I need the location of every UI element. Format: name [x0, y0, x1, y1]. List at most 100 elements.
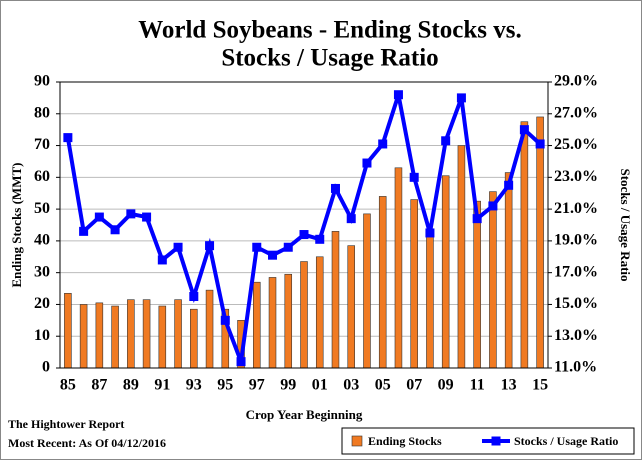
- x-tick-label: 07: [406, 377, 422, 394]
- x-tick-label: 99: [280, 377, 296, 394]
- bar: [127, 299, 135, 369]
- marker: [220, 315, 230, 325]
- marker: [173, 242, 183, 252]
- marker: [252, 242, 262, 252]
- bar: [284, 273, 293, 369]
- marker: [283, 242, 293, 252]
- y-tick-label: 80: [34, 104, 50, 121]
- y2-tick-label: 27.0%: [554, 104, 598, 121]
- y-axis-title: Ending Stocks (MMT): [9, 163, 24, 288]
- x-tick-label: 93: [186, 377, 202, 394]
- marker: [110, 225, 120, 235]
- bar: [457, 145, 466, 369]
- marker: [79, 226, 89, 236]
- marker: [535, 139, 545, 149]
- x-tick-label: 87: [91, 377, 107, 394]
- marker: [362, 158, 372, 168]
- y2-tick-label: 17.0%: [554, 263, 598, 280]
- y2-axis-title: Stocks / Usage Ratio: [618, 168, 633, 281]
- x-tick-label: 01: [312, 377, 328, 394]
- marker: [205, 241, 215, 251]
- y-tick-label: 70: [34, 136, 50, 153]
- chart-title: Stocks / Usage Ratio: [221, 45, 438, 72]
- plot-border: [59, 81, 549, 369]
- x-tick-label: 85: [60, 377, 76, 394]
- chart-title: World Soybeans - Ending Stocks vs.: [138, 17, 521, 44]
- x-tick-label: 89: [123, 377, 139, 394]
- y-tick-label: 0: [42, 359, 50, 376]
- y2-tick-label: 21.0%: [554, 200, 598, 217]
- y2-tick-label: 29.0%: [554, 73, 598, 90]
- marker: [472, 214, 482, 224]
- note: Most Recent: As Of 04/12/2016: [8, 436, 166, 450]
- bar: [394, 167, 403, 369]
- y2-tick-label: 19.0%: [554, 232, 598, 249]
- marker: [126, 209, 136, 219]
- x-tick-label: 11: [470, 377, 485, 394]
- bar: [331, 231, 340, 369]
- y2-tick-label: 25.0%: [554, 136, 598, 153]
- marker: [425, 228, 435, 238]
- y2-tick-label: 15.0%: [554, 295, 598, 312]
- bar: [315, 256, 324, 369]
- y-tick-label: 90: [34, 73, 50, 90]
- bar: [95, 302, 104, 369]
- legend-label: Ending Stocks: [368, 434, 442, 448]
- marker: [504, 180, 514, 190]
- bar: [158, 305, 167, 369]
- bar: [174, 299, 182, 369]
- source: The Hightower Report: [8, 417, 124, 431]
- y-tick-label: 60: [34, 168, 50, 185]
- marker: [94, 212, 104, 222]
- x-tick-label: 05: [375, 377, 391, 394]
- x-tick-label: 03: [343, 377, 359, 394]
- bar: [504, 172, 513, 369]
- marker: [519, 125, 529, 135]
- marker: [488, 201, 498, 211]
- bar: [347, 245, 355, 369]
- bar: [363, 213, 371, 369]
- bar: [190, 308, 198, 369]
- x-axis-title: Crop Year Beginning: [246, 407, 363, 422]
- marker: [441, 136, 451, 146]
- bar: [410, 199, 418, 369]
- marker: [378, 139, 388, 149]
- x-tick-label: 13: [501, 377, 517, 394]
- y2-tick-label: 11.0%: [554, 359, 597, 376]
- marker: [330, 183, 340, 193]
- x-tick-label: 15: [532, 377, 548, 394]
- marker: [346, 214, 356, 224]
- marker: [236, 357, 246, 367]
- marker: [189, 292, 199, 301]
- y-tick-label: 20: [34, 295, 50, 312]
- bar: [520, 121, 529, 369]
- bar: [378, 196, 387, 369]
- y-tick-label: 40: [34, 232, 50, 249]
- bar: [64, 293, 72, 369]
- bar: [205, 289, 214, 369]
- bar: [536, 116, 544, 369]
- marker: [393, 90, 403, 100]
- y2-tick-label: 23.0%: [554, 168, 598, 185]
- x-tick-label: 91: [154, 377, 170, 394]
- y-tick-label: 30: [34, 263, 50, 280]
- bar: [473, 200, 481, 369]
- marker: [315, 234, 325, 244]
- bar: [253, 281, 261, 369]
- x-tick-label: 09: [438, 377, 454, 394]
- y-tick-label: 50: [34, 200, 50, 217]
- legend-swatch: [351, 435, 363, 447]
- bar: [142, 299, 151, 369]
- bar: [268, 277, 277, 369]
- bar: [426, 232, 434, 369]
- y-tick-label: 10: [34, 327, 50, 344]
- bar: [489, 191, 497, 369]
- marker: [409, 172, 419, 182]
- marker: [268, 250, 278, 260]
- marker: [142, 212, 152, 222]
- x-tick-label: 97: [249, 377, 265, 394]
- y2-tick-label: 13.0%: [554, 327, 598, 344]
- bar: [441, 175, 450, 369]
- bar: [300, 261, 308, 369]
